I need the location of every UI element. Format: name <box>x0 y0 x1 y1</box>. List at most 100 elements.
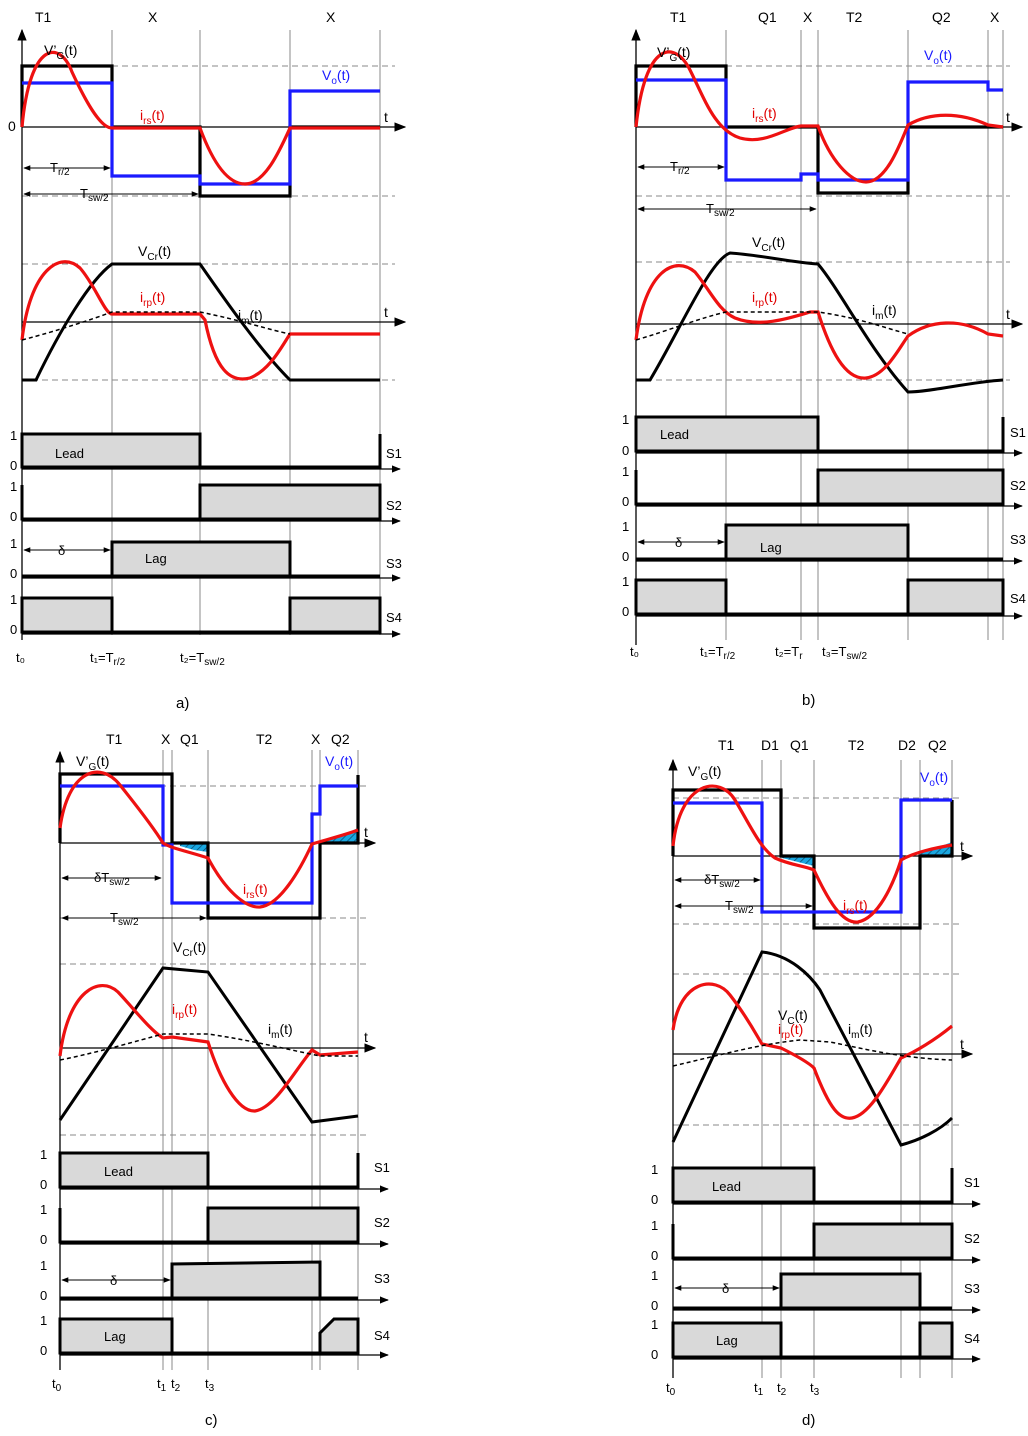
svg-text:1: 1 <box>651 1218 658 1233</box>
switch-s1: Lead 1 0 S1 <box>40 1147 390 1193</box>
interval-label: Q1 <box>758 9 777 25</box>
panel-a: T1 X X 0 t V’G(t) Vo(t) irs(t) Tr/2 Tsw/… <box>8 9 407 712</box>
switch-s4: 1 0 S4 <box>622 574 1026 620</box>
interval-label: D1 <box>761 737 779 753</box>
switch-s1: Lead 1 0 S1 <box>10 428 402 473</box>
time-t1: t₁=Tr/2 <box>700 644 736 662</box>
t-axis-label: t <box>364 824 368 840</box>
vcr-label: VCr(t) <box>138 243 171 263</box>
irp-label: irp(t) <box>778 1021 803 1041</box>
svg-text:1: 1 <box>622 519 629 534</box>
svg-text:1: 1 <box>651 1162 658 1177</box>
vcr-waveform <box>636 251 1004 394</box>
t-axis-label: t <box>1006 109 1010 125</box>
svg-text:0: 0 <box>622 549 629 564</box>
svg-text:0: 0 <box>10 566 17 581</box>
interval-label: X <box>990 9 1000 25</box>
interval-label: T2 <box>846 9 863 25</box>
time-t3: t3 <box>810 1380 820 1398</box>
svg-text:Lag: Lag <box>104 1329 126 1344</box>
irp-label: irp(t) <box>752 289 777 309</box>
svg-text:1: 1 <box>10 428 17 443</box>
vo-label: Vo(t) <box>325 753 353 773</box>
irs-label: irs(t) <box>752 105 777 125</box>
delta-tsw-dimension: δTsw/2 Tsw/2 <box>61 870 207 928</box>
vc-label: VC(t) <box>778 1007 808 1027</box>
interval-label: T2 <box>256 731 273 747</box>
interval-label: X <box>326 9 336 25</box>
svg-text:Tsw/2: Tsw/2 <box>725 898 754 916</box>
vcr-waveform <box>58 966 359 1124</box>
irs-waveform <box>671 784 953 924</box>
caption-a: a) <box>176 695 189 712</box>
vo-label: Vo(t) <box>924 47 952 67</box>
switch-s4: 1 0 S4 <box>10 592 402 638</box>
svg-text:0: 0 <box>651 1192 658 1207</box>
im-label: im(t) <box>268 1021 293 1041</box>
irp-label: irp(t) <box>140 289 165 309</box>
svg-text:δTsw/2: δTsw/2 <box>704 872 740 890</box>
im-waveform <box>21 311 291 341</box>
irp-waveform <box>671 982 954 1120</box>
svg-text:1: 1 <box>651 1268 658 1283</box>
origin-label: 0 <box>8 118 16 134</box>
svg-text:δ: δ <box>675 535 682 550</box>
interval-label: Q2 <box>928 737 947 753</box>
svg-text:1: 1 <box>622 412 629 427</box>
svg-text:δ: δ <box>722 1281 729 1296</box>
panel-d: T1 D1 Q1 T2 D2 Q2 t V’G(t) Vo(t) irs(t) … <box>651 737 981 1429</box>
interval-label: T1 <box>106 731 123 747</box>
caption-c: c) <box>205 1412 218 1429</box>
switch-s1: Lead 1 0 S1 <box>622 412 1026 458</box>
svg-text:S1: S1 <box>964 1175 980 1190</box>
svg-text:δTsw/2: δTsw/2 <box>94 870 130 888</box>
vg-label: V’G(t) <box>44 42 77 62</box>
time-t0: t0 <box>52 1376 62 1394</box>
svg-text:0: 0 <box>651 1347 658 1362</box>
time-t3: t₃=Tsw/2 <box>822 644 867 662</box>
irp-waveform <box>58 983 359 1113</box>
irs-label: irs(t) <box>843 897 868 917</box>
svg-text:1: 1 <box>10 479 17 494</box>
vo-label: Vo(t) <box>920 769 948 789</box>
svg-text:0: 0 <box>622 443 629 458</box>
svg-text:Tsw/2: Tsw/2 <box>80 186 109 204</box>
svg-text:0: 0 <box>40 1288 47 1303</box>
t-axis-label: t <box>960 1036 964 1052</box>
delta-tsw-dimension: δTsw/2 Tsw/2 <box>674 872 813 916</box>
hatched-area <box>782 856 814 866</box>
interval-label: Q2 <box>331 731 350 747</box>
interval-label: X <box>311 731 321 747</box>
svg-text:S1: S1 <box>374 1160 390 1175</box>
t-axis-label: t <box>364 1029 368 1045</box>
irs-label: irs(t) <box>243 881 268 901</box>
vo-waveform <box>60 784 358 905</box>
svg-text:S2: S2 <box>386 498 402 513</box>
tr-dimension: Tr/2 Tsw/2 <box>23 160 199 204</box>
svg-text:1: 1 <box>40 1258 47 1273</box>
irp-waveform <box>634 264 1004 380</box>
svg-text:S3: S3 <box>374 1271 390 1286</box>
interval-label: Q1 <box>790 737 809 753</box>
irp-label: irp(t) <box>172 1001 197 1021</box>
svg-text:Tsw/2: Tsw/2 <box>110 910 139 928</box>
interval-label: X <box>803 9 813 25</box>
interval-label: Q2 <box>932 9 951 25</box>
svg-text:S2: S2 <box>374 1215 390 1230</box>
svg-text:0: 0 <box>10 458 17 473</box>
switch-s2: 1 0 S2 <box>651 1218 981 1264</box>
vg-waveform <box>58 772 360 920</box>
time-t2: t2 <box>171 1376 181 1394</box>
svg-text:1: 1 <box>10 536 17 551</box>
vg-label: V’G(t) <box>76 753 109 773</box>
im-label: im(t) <box>238 307 263 327</box>
svg-text:S2: S2 <box>964 1231 980 1246</box>
switch-s3: δ 1 0 S3 <box>651 1268 981 1314</box>
svg-text:S1: S1 <box>386 446 402 461</box>
im-waveform <box>59 1033 358 1061</box>
svg-text:Lead: Lead <box>712 1179 741 1194</box>
time-t2: t₂=Tr <box>775 644 803 662</box>
switch-s3: δ Lag 1 0 S3 <box>10 536 402 582</box>
svg-text:0: 0 <box>40 1232 47 1247</box>
svg-text:0: 0 <box>40 1343 47 1358</box>
